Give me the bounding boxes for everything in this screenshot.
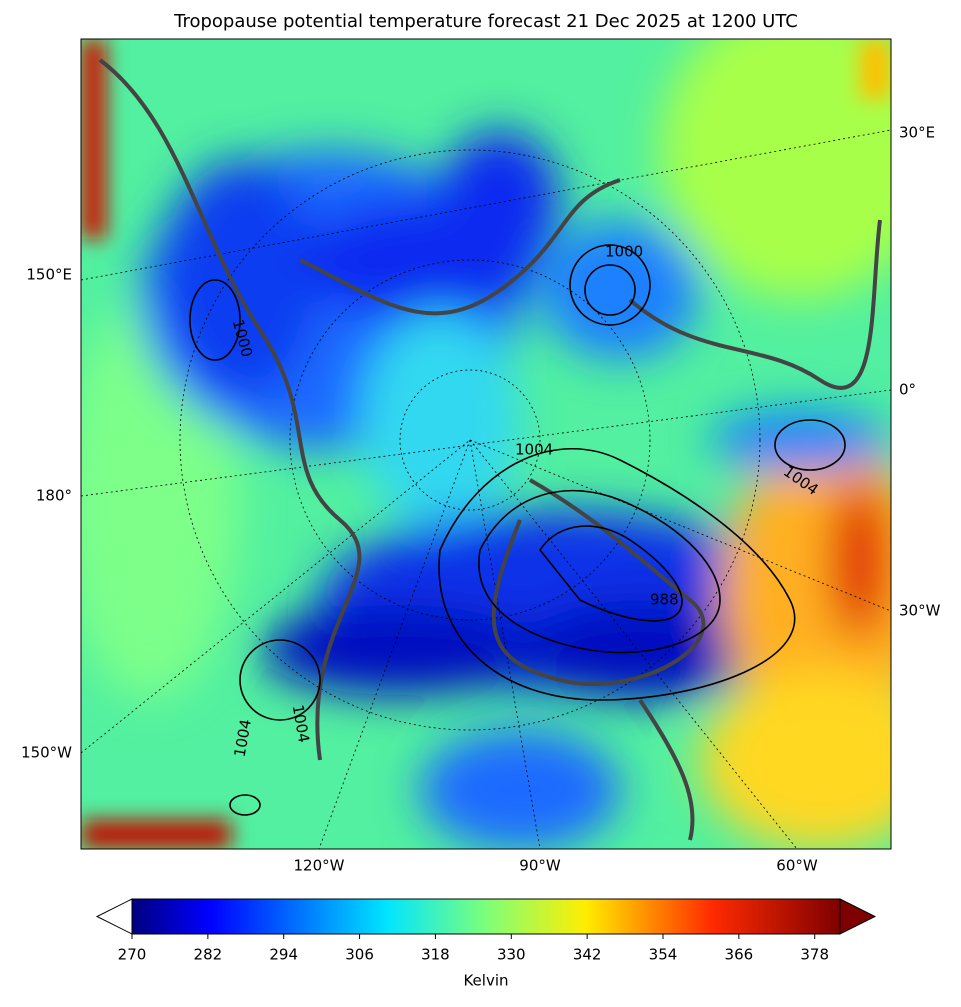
colorbar-body — [131, 898, 841, 935]
colorbar-tick-label: 366 — [725, 946, 754, 964]
colorbar: Kelvin 270 282 294 306 318 330 342 354 366 378 — [95, 898, 877, 990]
colorbar-tick-label: 330 — [497, 946, 526, 964]
colorbar-over — [839, 898, 877, 935]
lon-label: 90°W — [519, 857, 561, 875]
contour-label: 1000 — [605, 243, 643, 261]
lon-label: 30°W — [899, 602, 941, 620]
colorbar-tick-label: 318 — [421, 946, 450, 964]
contour-labels: 1000 1004 1000 1004 1004 1004 988 — [229, 243, 822, 759]
colorbar-tick-label: 306 — [345, 946, 374, 964]
title: Tropopause potential temperature forecas… — [173, 11, 798, 32]
colorbar-tick-label: 378 — [800, 946, 829, 964]
colorbar-label: Kelvin — [463, 972, 508, 990]
colorbar-under — [95, 898, 133, 935]
colorbar-tick-label: 282 — [194, 946, 223, 964]
lat-label: 150°E — [26, 266, 72, 284]
lon-label: 120°W — [294, 857, 345, 875]
colorbar-tick-label: 294 — [269, 946, 298, 964]
lat-label: 180° — [36, 487, 72, 505]
contour-label: 988 — [650, 591, 679, 609]
colorbar-tick-label: 270 — [118, 946, 147, 964]
colorbar-tick-label: 354 — [649, 946, 678, 964]
lon-label: 0° — [899, 381, 916, 399]
coastlines — [98, 58, 882, 841]
map-frame — [80, 38, 892, 850]
lon-label: 60°W — [776, 857, 818, 875]
map: 1000 1004 1000 1004 1004 1004 988 — [81, 39, 891, 849]
contour-label: 1004 — [515, 441, 553, 459]
lat-label: 150°W — [21, 744, 72, 762]
lon-label: 30°E — [899, 124, 935, 142]
colorbar-tick-label: 342 — [573, 946, 602, 964]
graticule — [81, 129, 891, 849]
pressure-contours — [189, 244, 846, 816]
